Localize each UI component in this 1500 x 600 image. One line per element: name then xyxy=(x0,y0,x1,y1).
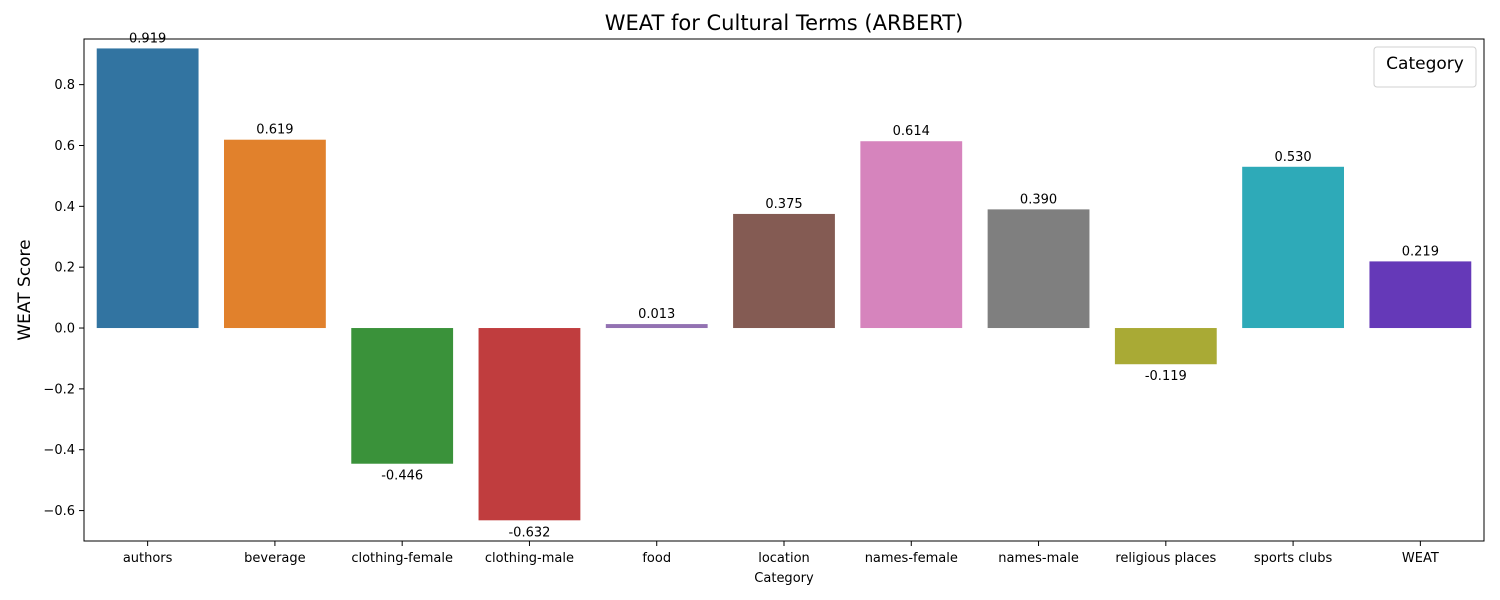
data-label: 0.013 xyxy=(638,307,675,322)
bar-authors xyxy=(96,48,199,329)
x-tick-label: sports clubs xyxy=(1254,551,1333,566)
x-tick-label: religious places xyxy=(1115,551,1216,566)
plot-frame xyxy=(83,38,1485,542)
data-label: -0.446 xyxy=(381,469,423,484)
y-tick-label: 0.0 xyxy=(54,322,75,337)
y-tick-label: 0.2 xyxy=(54,261,75,276)
data-label: 0.530 xyxy=(1274,150,1311,165)
x-tick-label: authors xyxy=(123,551,173,566)
y-tick-label: −0.4 xyxy=(43,443,75,458)
y-tick-label: −0.6 xyxy=(43,504,75,519)
bar-sports-clubs xyxy=(1242,166,1344,329)
legend-title: Category xyxy=(1386,54,1464,74)
legend-box xyxy=(1373,46,1477,88)
x-tick-label: location xyxy=(758,551,810,566)
x-tick-label: clothing-male xyxy=(485,551,574,566)
data-label: 0.619 xyxy=(256,123,293,138)
x-tick-label: names-male xyxy=(998,551,1079,566)
data-label: -0.119 xyxy=(1145,369,1187,384)
bar-weat xyxy=(1369,261,1472,329)
bar-names-male xyxy=(987,209,1090,329)
x-tick-label: WEAT xyxy=(1402,551,1439,566)
bar-location xyxy=(733,213,835,329)
bar-religious-places xyxy=(1114,328,1217,365)
y-axis-title: WEAT Score xyxy=(15,239,35,340)
y-axis-ticks: −0.6 −0.4 −0.2 0.0 0.2 0.4 0.6 0.8 xyxy=(43,78,84,519)
x-tick-label: beverage xyxy=(244,551,306,566)
bars-layer: 0.9190.619-0.446-0.6320.0130.3750.6140.3… xyxy=(96,31,1472,540)
bar-clothing-male xyxy=(478,328,581,521)
x-tick-label: clothing-female xyxy=(351,551,453,566)
data-label: 0.614 xyxy=(893,124,930,139)
x-axis-title: Category xyxy=(754,571,814,586)
legend: Category xyxy=(1373,46,1477,88)
x-tick-label: names-female xyxy=(865,551,958,566)
data-label: 0.390 xyxy=(1020,192,1057,207)
data-label: 0.375 xyxy=(765,197,802,212)
y-tick-label: 0.8 xyxy=(54,78,75,93)
chart-title: WEAT for Cultural Terms (ARBERT) xyxy=(605,11,964,35)
y-tick-label: −0.2 xyxy=(43,382,75,397)
y-tick-label: 0.6 xyxy=(54,139,75,154)
bar-names-female xyxy=(860,141,963,329)
x-tick-label: food xyxy=(642,551,671,566)
bar-clothing-female xyxy=(351,328,454,464)
y-tick-label: 0.4 xyxy=(54,200,75,215)
bar-beverage xyxy=(224,139,326,329)
bar-food xyxy=(605,324,708,329)
data-label: 0.219 xyxy=(1402,244,1439,259)
x-axis-ticks: authors beverage clothing-female clothing-m… xyxy=(123,541,1439,566)
data-label: -0.632 xyxy=(508,525,550,540)
